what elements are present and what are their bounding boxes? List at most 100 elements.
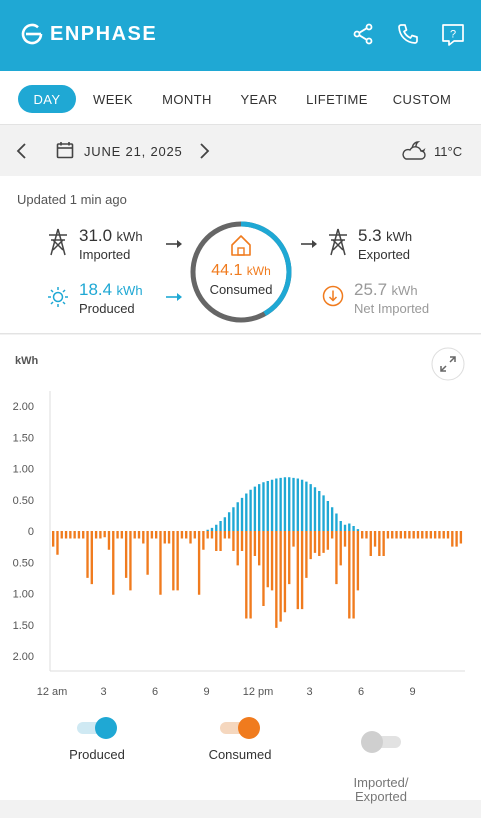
produced-bar: [318, 491, 321, 531]
consumed-bar: [270, 531, 274, 591]
consumed-bar: [197, 531, 201, 595]
selected-date[interactable]: JUNE 21, 2025: [84, 144, 183, 159]
consumed-bar: [193, 531, 196, 539]
legend-produced[interactable]: Produced: [47, 717, 147, 762]
produced-toggle[interactable]: [77, 717, 117, 739]
y-tick-label: 1.00: [13, 589, 34, 601]
tab-week[interactable]: WEEK: [93, 91, 133, 107]
produced-bar: [330, 507, 334, 531]
consumed-bar: [258, 531, 261, 566]
produced-bar: [305, 481, 308, 531]
date-bar: JUNE 21, 2025 11°C: [0, 126, 481, 176]
produced-label: Produced: [79, 301, 135, 316]
consumed-bar: [146, 531, 149, 575]
expand-icon[interactable]: [431, 347, 465, 381]
consumed-bar: [451, 531, 454, 547]
y-tick-label: 2.00: [13, 651, 34, 663]
consumed-bar: [172, 531, 175, 591]
consumed-bar: [103, 531, 106, 538]
consumed-bar: [412, 531, 415, 539]
chevron-right-icon[interactable]: [197, 142, 211, 160]
x-tick-label: 6: [358, 686, 364, 698]
consumed-bar: [442, 531, 445, 539]
tab-day[interactable]: DAY: [18, 85, 76, 113]
produced-bar: [258, 484, 261, 531]
produced-bar: [232, 507, 235, 531]
consumed-bar: [69, 531, 72, 539]
produced-bar: [249, 489, 252, 531]
consumed-bar: [365, 531, 368, 539]
consumed-bar: [330, 531, 334, 539]
energy-bar-chart: 2.00 1.50 1.00 0.50 0 0.50 1.00 1.50 2.00 12 am…: [13, 391, 465, 698]
produced-bar: [348, 523, 351, 531]
produced-bar: [313, 487, 317, 531]
produced-bar: [283, 477, 287, 531]
produced-bar: [356, 529, 360, 531]
produced-bar: [245, 493, 248, 531]
produced-bar: [343, 524, 347, 531]
tab-year[interactable]: YEAR: [240, 91, 278, 107]
consumed-bar: [382, 531, 385, 556]
exported-unit: kWh: [386, 229, 413, 244]
consumed-bar: [356, 531, 360, 591]
tab-month[interactable]: MONTH: [162, 91, 212, 107]
share-icon[interactable]: [351, 22, 377, 48]
consumed-bar: [56, 531, 59, 555]
consumed-bar: [292, 531, 295, 547]
consumed-bar: [326, 531, 330, 550]
consumed-bar: [313, 531, 317, 553]
legend-consumed-label: Consumed: [208, 747, 272, 762]
consumed-bar: [245, 531, 248, 619]
consumed-bar: [215, 531, 218, 551]
help-icon[interactable]: ?: [440, 22, 466, 48]
consumed-bar: [133, 531, 136, 539]
produced-bar: [262, 482, 265, 531]
x-tick-label: 6: [152, 686, 158, 698]
consumed-bar: [129, 531, 132, 591]
phone-icon[interactable]: [396, 22, 422, 48]
legend-consumed[interactable]: Consumed: [190, 717, 290, 762]
x-tick-label: 12 am: [37, 686, 68, 698]
produced-bar: [223, 517, 227, 531]
net-imported-stat: 25.7 kWh Net Imported: [354, 280, 429, 316]
consumed-bar: [94, 531, 98, 539]
arrow-right-blue-icon: [166, 293, 182, 301]
ring-produced-arc: [190, 221, 292, 323]
consumed-bar: [455, 531, 458, 547]
partly-cloudy-icon: [402, 141, 426, 160]
tab-lifetime[interactable]: LIFETIME: [306, 91, 368, 107]
temperature: 11°C: [434, 144, 463, 159]
consumed-bar: [176, 531, 179, 591]
chevron-left-icon[interactable]: [15, 142, 29, 160]
produced-bar: [335, 513, 338, 531]
consumed-bar: [438, 531, 441, 539]
arrow-down-circle-icon: [322, 285, 344, 307]
imported-exported-toggle[interactable]: [361, 731, 401, 754]
tab-custom[interactable]: CUSTOM: [392, 91, 452, 107]
produced-value: 18.4: [79, 280, 113, 299]
consumed-bar: [348, 531, 351, 619]
calendar-icon[interactable]: [56, 141, 74, 159]
exported-stat: 5.3 kWh Exported: [358, 226, 412, 262]
net-unit: kWh: [391, 283, 418, 298]
produced-bar: [288, 477, 291, 531]
consumed-bar: [60, 531, 63, 539]
imported-stat: 31.0 kWh Imported: [79, 226, 143, 262]
x-tick-label: 9: [409, 686, 415, 698]
consumed-bar: [232, 531, 235, 551]
period-tabs: DAY WEEK MONTH YEAR LIFETIME CUSTOM: [0, 71, 481, 125]
imported-label: Imported: [79, 247, 131, 262]
legend-imported-exported[interactable]: Imported/ Exported: [331, 717, 431, 818]
consumed-bar: [206, 531, 209, 539]
produced-bar: [339, 521, 342, 531]
grid-tower-icon: [329, 228, 347, 256]
consumed-toggle[interactable]: [220, 717, 260, 739]
consumed-bar: [120, 531, 124, 539]
consumed-bar: [262, 531, 265, 606]
consumed-bar: [150, 531, 154, 539]
produced-bar: [240, 497, 244, 531]
brand-name: ENPHASE: [50, 22, 158, 45]
consumed-bar: [124, 531, 128, 578]
consumed-bar: [73, 531, 76, 539]
consumed-bar: [155, 531, 158, 539]
